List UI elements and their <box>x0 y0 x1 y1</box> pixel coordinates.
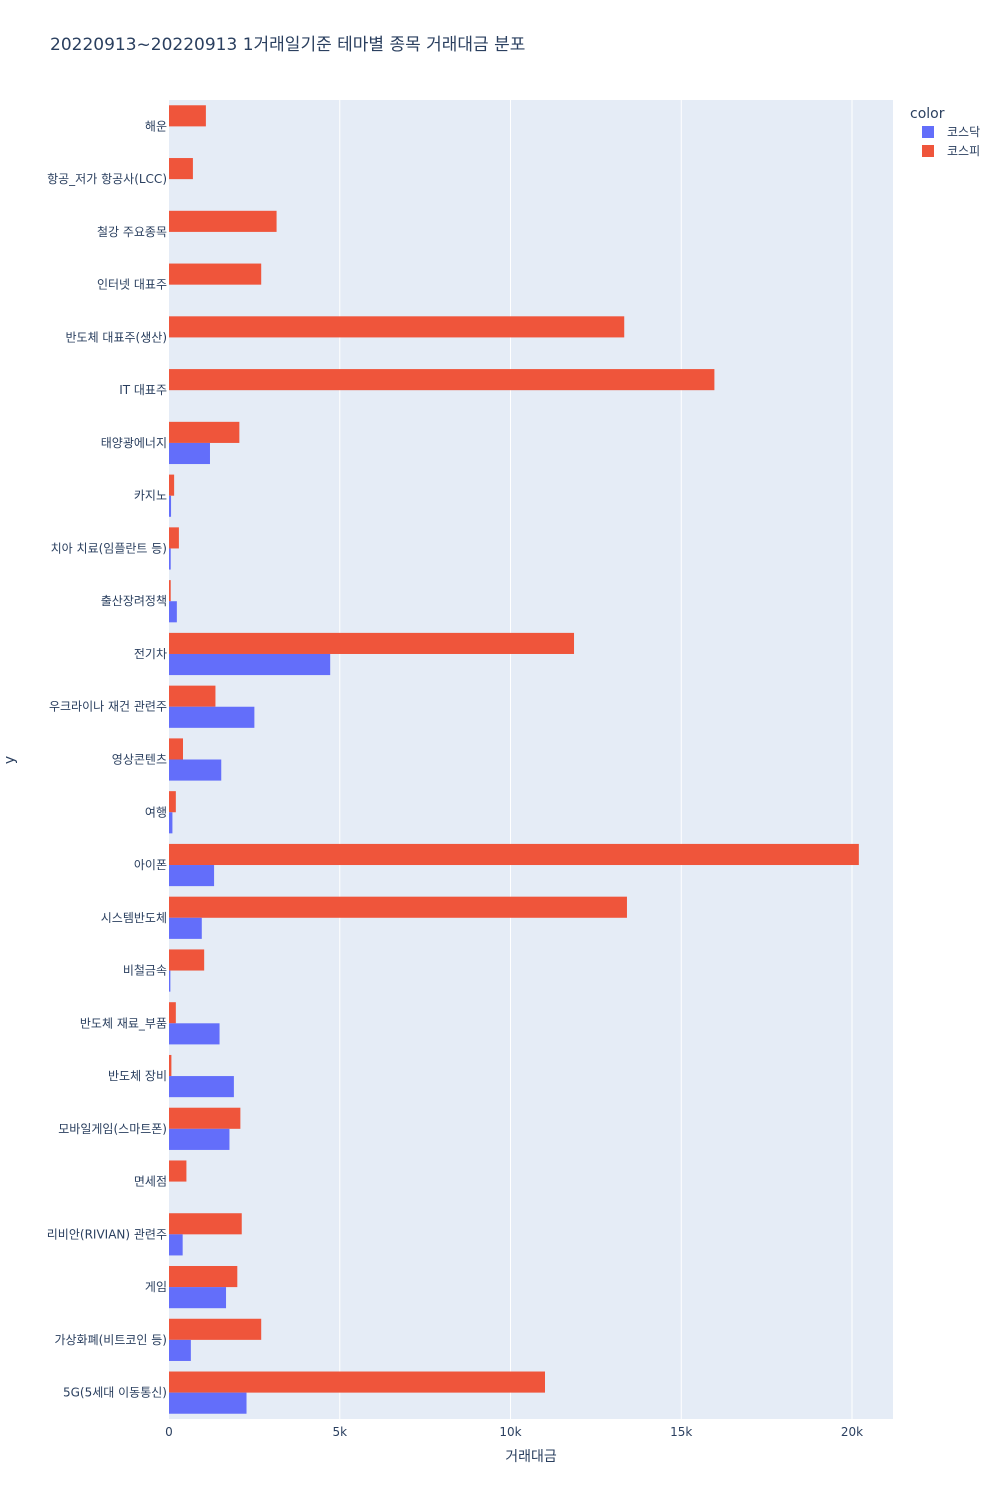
y-tick-label: 우크라이나 재건 관련주 <box>49 700 167 714</box>
bar-kospi[interactable] <box>169 1107 241 1129</box>
y-tick-label: 여행 <box>145 804 167 819</box>
legend-label-kosdaq: 코스닥 <box>947 125 980 139</box>
bars[interactable] <box>169 105 859 1414</box>
bar-kospi[interactable] <box>169 1054 172 1077</box>
bar-kosdaq[interactable] <box>169 970 171 992</box>
bar-kospi[interactable] <box>169 1371 546 1393</box>
bar-kosdaq[interactable] <box>169 1234 183 1256</box>
y-axis-title: y <box>2 756 18 764</box>
bar-kosdaq[interactable] <box>169 1287 227 1309</box>
bar-kospi[interactable] <box>169 1160 187 1182</box>
bar-kosdaq[interactable] <box>169 1076 234 1098</box>
x-tick-label: 5k <box>332 1425 347 1439</box>
y-tick-label: 태양광에너지 <box>101 436 167 450</box>
y-tick-label: 반도체 대표주(생산) <box>66 330 168 344</box>
bar-kosdaq[interactable] <box>169 1128 230 1150</box>
bar-kospi[interactable] <box>169 421 240 443</box>
bar-kosdaq[interactable] <box>169 601 177 623</box>
legend[interactable]: color 코스닥 코스피 <box>910 106 980 158</box>
y-tick-label: IT 대표주 <box>119 383 167 397</box>
bar-kospi[interactable] <box>169 1318 262 1340</box>
bar-kosdaq[interactable] <box>169 1023 220 1045</box>
bar-kospi[interactable] <box>169 1265 238 1288</box>
y-tick-label: 시스템반도체 <box>101 911 167 925</box>
x-tick-labels: 0 5k 10k 15k 20k <box>165 1425 863 1439</box>
y-tick-label: 철강 주요종목 <box>97 225 167 239</box>
bar-kosdaq[interactable] <box>169 759 222 781</box>
bar-kospi[interactable] <box>169 105 206 127</box>
bar-kospi[interactable] <box>169 210 277 232</box>
y-tick-label: 5G(5세대 이동통신) <box>63 1386 167 1400</box>
bar-kospi[interactable] <box>169 896 627 918</box>
bar-kospi[interactable] <box>169 158 193 180</box>
y-tick-label: 전기차 <box>134 647 167 661</box>
y-tick-label: 출산장려정책 <box>101 593 167 608</box>
bar-kosdaq[interactable] <box>169 653 331 676</box>
bar-kospi[interactable] <box>169 791 176 813</box>
bar-kospi[interactable] <box>169 527 179 549</box>
bar-kospi[interactable] <box>169 263 262 285</box>
legend-label-kospi: 코스피 <box>947 144 980 158</box>
y-tick-label: 반도체 장비 <box>108 1069 167 1083</box>
bar-kospi[interactable] <box>169 474 175 496</box>
plot-area <box>169 100 893 1419</box>
legend-title: color <box>910 106 945 122</box>
bar-kosdaq[interactable] <box>169 706 255 728</box>
x-tick-label: 15k <box>670 1425 692 1439</box>
x-axis-title: 거래대금 <box>505 1449 557 1465</box>
y-tick-label: 리비안(RIVIAN) 관련주 <box>47 1227 167 1241</box>
bar-kosdaq[interactable] <box>169 442 210 465</box>
y-tick-label: 반도체 재료_부품 <box>80 1016 167 1030</box>
bar-kosdaq[interactable] <box>169 495 172 517</box>
y-tick-label: 가상화폐(비트코인 등) <box>54 1333 167 1347</box>
y-tick-label: 인터넷 대표주 <box>97 278 167 292</box>
bar-kosdaq[interactable] <box>169 812 173 834</box>
y-tick-label: 치아 치료(임플란트 등) <box>51 541 167 555</box>
bar-kosdaq[interactable] <box>169 1392 247 1414</box>
x-tick-label: 10k <box>499 1425 521 1439</box>
legend-item-kosdaq[interactable]: 코스닥 <box>922 125 980 139</box>
y-tick-label: 아이폰 <box>134 858 167 872</box>
y-tick-label: 면세점 <box>134 1175 167 1189</box>
bar-kospi[interactable] <box>169 632 575 654</box>
y-tick-label: 항공_저가 항공사(LCC) <box>47 172 167 186</box>
y-tick-label: 비철금속 <box>123 964 167 978</box>
bar-kospi[interactable] <box>169 843 859 866</box>
y-tick-label: 게임 <box>145 1280 167 1294</box>
bar-kospi[interactable] <box>169 685 216 707</box>
x-tick-label: 20k <box>841 1425 863 1439</box>
legend-swatch-kospi <box>922 145 934 157</box>
bar-kosdaq[interactable] <box>169 1339 191 1361</box>
bar-kospi[interactable] <box>169 316 625 338</box>
x-tick-label: 0 <box>165 1425 173 1439</box>
bar-kospi[interactable] <box>169 949 205 971</box>
y-tick-label: 영상콘텐츠 <box>112 753 167 767</box>
legend-item-kospi[interactable]: 코스피 <box>922 144 980 158</box>
bar-kosdaq[interactable] <box>169 917 202 939</box>
y-tick-label: 모바일게임(스마트폰) <box>58 1122 167 1136</box>
bar-kosdaq[interactable] <box>169 548 171 570</box>
bar-kospi[interactable] <box>169 369 715 391</box>
legend-swatch-kosdaq <box>922 126 934 138</box>
bar-kospi[interactable] <box>169 1002 176 1024</box>
bar-kospi[interactable] <box>169 580 171 602</box>
bar-kospi[interactable] <box>169 738 184 760</box>
chart-title: 20220913~20220913 1거래일기준 테마별 종목 거래대금 분포 <box>50 35 525 55</box>
bar-kospi[interactable] <box>169 1213 242 1235</box>
y-tick-label: 카지노 <box>134 489 167 503</box>
y-tick-label: 해운 <box>145 119 167 133</box>
bar-kosdaq[interactable] <box>169 865 215 887</box>
